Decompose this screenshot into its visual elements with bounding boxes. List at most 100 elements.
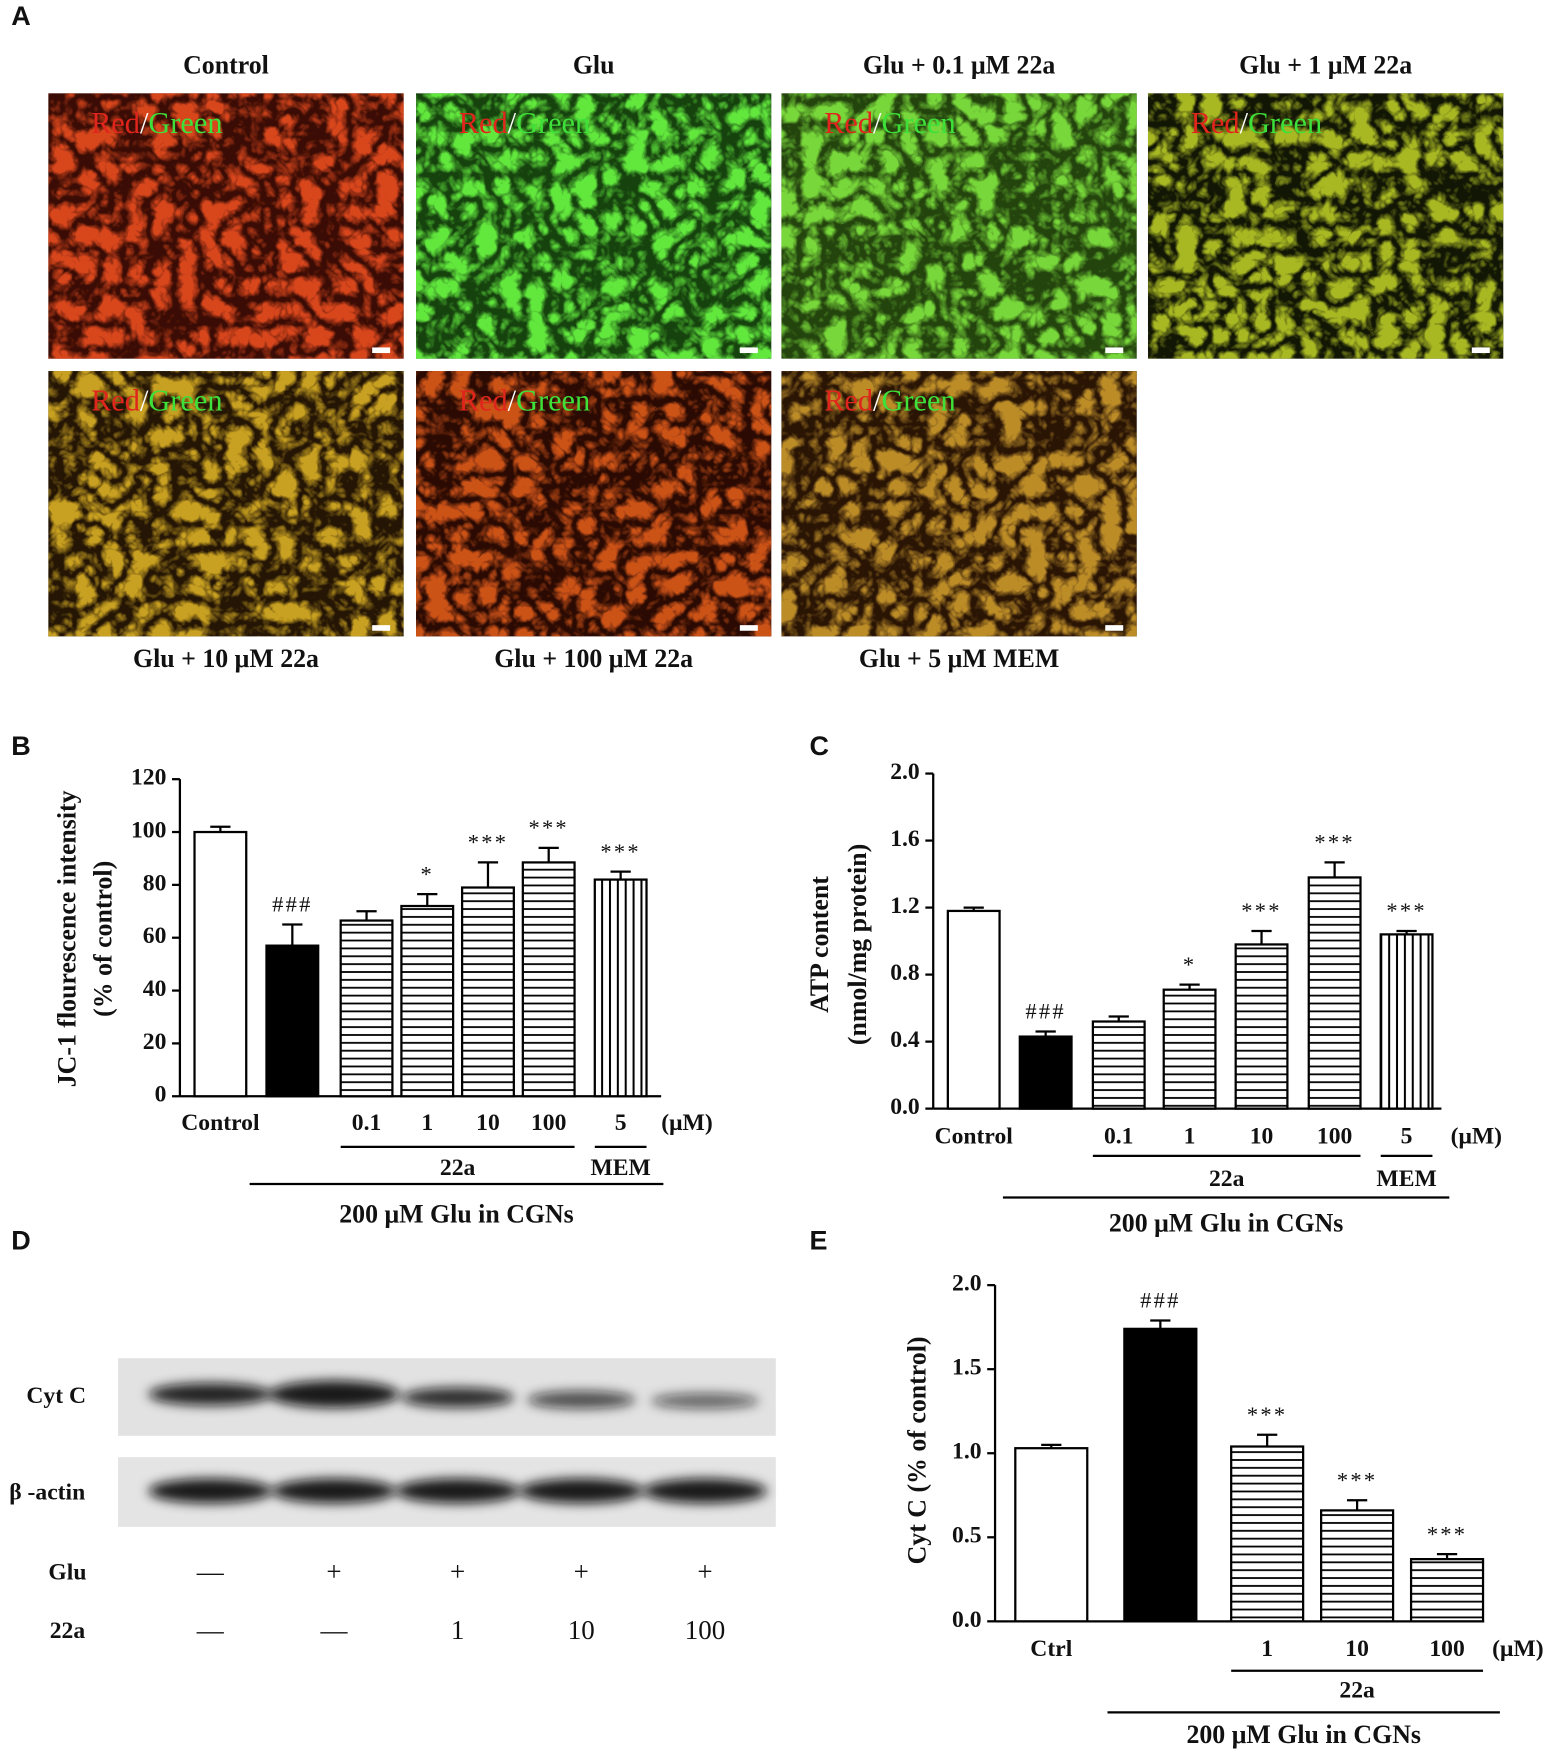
x-tick-label: 10 (1250, 1123, 1274, 1149)
x-tick-label: 100 (531, 1110, 566, 1136)
micrograph-overlay: Red/Green (91, 384, 222, 418)
micrograph-overlay: Red/Green (824, 106, 955, 140)
y-tick-label: 60 (143, 923, 167, 949)
overlay-sep: / (873, 384, 882, 418)
bar (1307, 876, 1362, 1110)
group-label: 22a (440, 1155, 476, 1181)
y-tick-label: 100 (131, 817, 166, 843)
unit-label: (μM) (661, 1110, 712, 1136)
micrograph-caption: Control (183, 50, 269, 79)
x-tick-label: Ctrl (1030, 1636, 1072, 1662)
group-label: 200 μM Glu in CGNs (1109, 1208, 1344, 1237)
overlay-green: Green (148, 106, 222, 140)
blot-row-label: 22a (50, 1618, 86, 1644)
group-label: MEM (1376, 1166, 1436, 1192)
group-label: 22a (1339, 1678, 1375, 1704)
bar (1234, 943, 1289, 1110)
blot-bands (148, 1380, 767, 1504)
blot-lane-label: 1 (451, 1615, 464, 1645)
y-axis-label: ATP content (805, 876, 834, 1013)
panel-label: E (810, 1226, 828, 1256)
bar (1123, 1327, 1198, 1623)
significance-label: *** (600, 839, 640, 864)
micrograph-overlay: Red/Green (1191, 106, 1322, 140)
overlay-green: Green (516, 106, 590, 140)
overlay-sep: / (1240, 106, 1249, 140)
significance-label: *** (468, 830, 508, 855)
overlay-sep: / (508, 384, 517, 418)
bar (1409, 1558, 1485, 1623)
overlay-red: Red (91, 384, 140, 418)
micrograph-overlay: Red/Green (459, 106, 590, 140)
x-tick-label: 0.1 (352, 1110, 382, 1136)
overlay-red: Red (459, 384, 508, 418)
significance-label: * (1183, 952, 1196, 977)
x-tick-label: Control (935, 1123, 1014, 1149)
y-tick-label: 0.0 (890, 1094, 920, 1120)
micrograph-texture (1147, 93, 1504, 359)
bar (593, 878, 648, 1098)
blot-lane-label: + (697, 1556, 712, 1586)
panel-label: A (11, 1, 30, 31)
bar (1230, 1445, 1305, 1623)
scale-bar (1105, 625, 1124, 631)
bar (521, 861, 576, 1098)
overlay-red: Red (1191, 106, 1240, 140)
overlay-red: Red (824, 384, 873, 418)
significance-label: *** (1386, 898, 1426, 923)
blot-row-label: Glu (48, 1560, 86, 1586)
scale-bar (1471, 347, 1490, 354)
micrograph-texture (416, 371, 772, 637)
y-tick-label: 0.0 (952, 1607, 982, 1633)
micrograph-overlay: Red/Green (824, 384, 955, 418)
scale-bar (739, 347, 758, 354)
panel-label: C (810, 731, 829, 761)
x-tick-label: 1 (1261, 1636, 1273, 1662)
x-tick-label: Control (181, 1110, 260, 1136)
group-label: 200 μM Glu in CGNs (339, 1199, 574, 1228)
y-tick-label: 80 (143, 870, 167, 896)
bar (1018, 1035, 1073, 1110)
scale-bar (739, 625, 758, 631)
overlay-green: Green (1248, 106, 1322, 140)
y-tick-label: 1.0 (952, 1439, 982, 1465)
overlay-sep: / (873, 106, 882, 140)
scale-bar (372, 347, 391, 354)
overlay-sep: / (140, 384, 149, 418)
unit-label: (μM) (1492, 1636, 1543, 1662)
overlay-red: Red (824, 106, 873, 140)
x-tick-label: 10 (476, 1110, 500, 1136)
panel-label: B (11, 731, 30, 761)
bar (1014, 1447, 1089, 1623)
micrograph-texture (48, 93, 404, 359)
micrograph-caption: Glu + 5 μM MEM (859, 644, 1059, 673)
x-tick-label: 1 (421, 1110, 433, 1136)
group-label: 200 μM Glu in CGNs (1186, 1720, 1420, 1749)
y-tick-label: 40 (143, 976, 167, 1002)
micrograph-texture (416, 93, 772, 359)
blot-label: β -actin (9, 1480, 85, 1506)
y-tick-label: 2.0 (952, 1271, 982, 1297)
y-axis-label: JC-1 flourescence intensity (53, 790, 82, 1087)
micrograph-overlay: Red/Green (91, 106, 222, 140)
significance-label: *** (1247, 1402, 1287, 1427)
bar (265, 944, 320, 1098)
y-tick-label: 0.4 (890, 1027, 920, 1053)
group-label: 22a (1209, 1166, 1245, 1192)
significance-label: *** (528, 815, 568, 840)
bar (193, 830, 248, 1098)
x-tick-label: 100 (1429, 1636, 1464, 1662)
group-label: MEM (590, 1155, 650, 1181)
blot-lane-label: 100 (685, 1615, 725, 1645)
blot-lane-label: + (574, 1556, 589, 1586)
bar (1091, 1020, 1146, 1110)
overlay-red: Red (459, 106, 508, 140)
bar (946, 909, 1001, 1110)
y-axis-label: (nmol/mg protein) (843, 844, 872, 1045)
micrograph-caption: Glu + 100 μM 22a (494, 644, 693, 673)
y-tick-label: 20 (143, 1029, 167, 1055)
panel-label: D (11, 1226, 30, 1256)
significance-label: *** (1337, 1467, 1377, 1492)
blot-lane-label: — (319, 1615, 348, 1645)
overlay-sep: / (140, 106, 149, 140)
